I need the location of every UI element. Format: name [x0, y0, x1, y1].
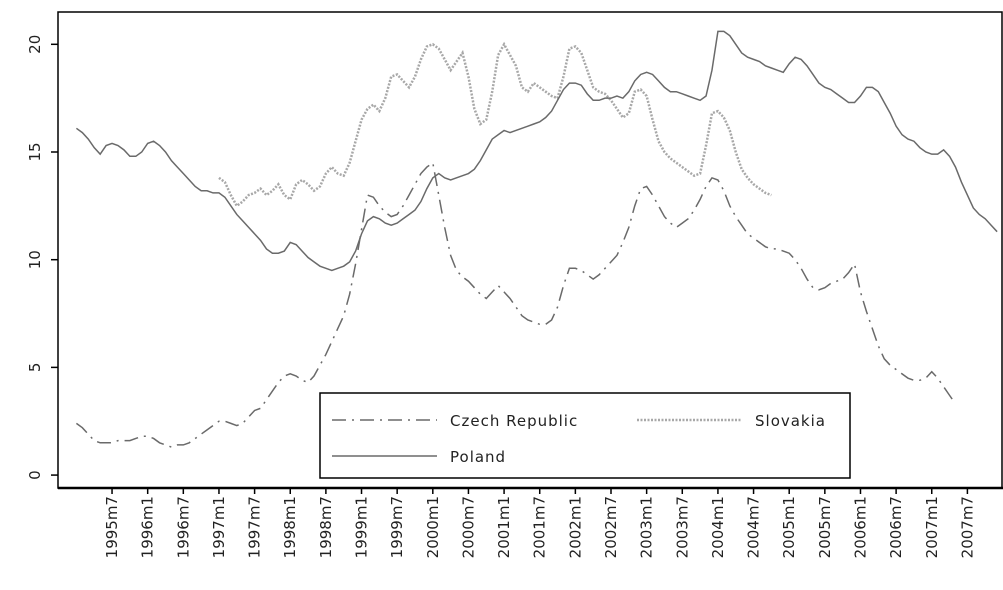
- legend-label: Poland: [450, 448, 506, 466]
- x-tick-label: 2002m7: [602, 496, 620, 558]
- x-tick-label: 2007m1: [923, 496, 941, 558]
- x-tick-label: 1998m7: [317, 496, 335, 558]
- x-tick-label: 2003m7: [673, 496, 691, 558]
- x-tick-label: 2003m1: [638, 496, 656, 558]
- x-tick-label: 2002m1: [566, 496, 584, 558]
- x-tick-label: 2005m1: [780, 496, 798, 558]
- series-line: [218, 41, 772, 208]
- legend-box: [319, 392, 851, 479]
- x-tick-label: 2007m7: [958, 496, 976, 558]
- x-tick-label: 1998m1: [281, 496, 299, 558]
- x-tick-label: 2001m7: [531, 496, 549, 558]
- y-tick-label: 15: [26, 142, 44, 161]
- x-tick-label: 1996m7: [174, 496, 192, 558]
- x-tick-label: 1999m7: [388, 496, 406, 558]
- x-tick-label: 2006m1: [851, 496, 869, 558]
- x-tick-label: 2000m7: [459, 496, 477, 558]
- x-tick-label: 1997m1: [210, 496, 228, 558]
- legend-label: Slovakia: [755, 412, 826, 430]
- y-tick-label: 5: [26, 363, 44, 373]
- x-tick-label: 2005m7: [816, 496, 834, 558]
- y-tick-label: 0: [26, 470, 44, 480]
- y-tick-label: 10: [26, 250, 44, 269]
- y-tick-label: 20: [26, 35, 44, 54]
- x-tick-label: 2001m1: [495, 496, 513, 558]
- x-tick-label: 2004m1: [709, 496, 727, 558]
- x-tick-label: 1997m7: [246, 496, 264, 558]
- series-line: [75, 30, 998, 272]
- x-tick-label: 1996m1: [139, 496, 157, 558]
- x-tick-label: 1995m7: [103, 496, 121, 558]
- x-tick-label: 1999m1: [353, 496, 371, 558]
- legend-label: Czech Republic: [450, 412, 578, 430]
- x-tick-label: 2006m7: [887, 496, 905, 558]
- x-tick-label: 2000m1: [424, 496, 442, 558]
- x-tick-label: 2004m7: [745, 496, 763, 558]
